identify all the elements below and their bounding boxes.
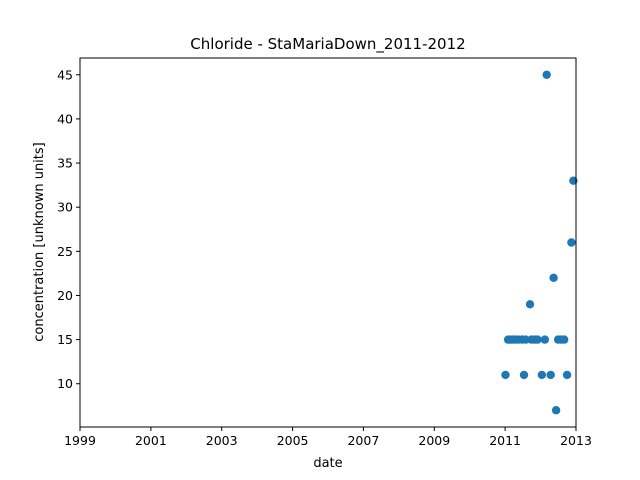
data-point-0 [501,371,509,379]
y-tick-label-25: 25 [57,244,73,259]
data-point-7 [520,371,528,379]
x-tick-label-2013: 2013 [560,433,592,448]
data-point-14 [541,335,549,343]
x-tick-label-2007: 2007 [347,433,379,448]
chart-title: Chloride - StaMariaDown_2011-2012 [190,35,465,54]
y-tick-label-35: 35 [57,156,73,171]
data-point-17 [549,274,557,282]
x-tick-label-2001: 2001 [135,433,167,448]
x-tick-label-1999: 1999 [64,433,96,448]
x-tick-label-2005: 2005 [277,433,309,448]
data-point-18 [552,406,560,414]
y-tick-label-30: 30 [57,200,73,215]
data-point-23 [567,238,575,246]
data-point-21 [560,335,568,343]
data-point-9 [526,300,534,308]
data-point-22 [563,371,571,379]
x-tick-label-2009: 2009 [418,433,450,448]
x-tick-label-2003: 2003 [206,433,238,448]
y-tick-label-45: 45 [57,67,73,82]
data-point-16 [546,371,554,379]
data-point-15 [543,71,551,79]
y-tick-label-10: 10 [57,376,73,391]
data-point-13 [538,371,546,379]
x-tick-label-2011: 2011 [489,433,521,448]
data-point-12 [533,335,541,343]
y-tick-label-15: 15 [57,332,73,347]
x-axis-title: date [313,456,342,471]
y-axis-title: concentration [unknown units] [32,142,47,341]
y-tick-label-40: 40 [57,111,73,126]
y-tick-label-20: 20 [57,288,73,303]
